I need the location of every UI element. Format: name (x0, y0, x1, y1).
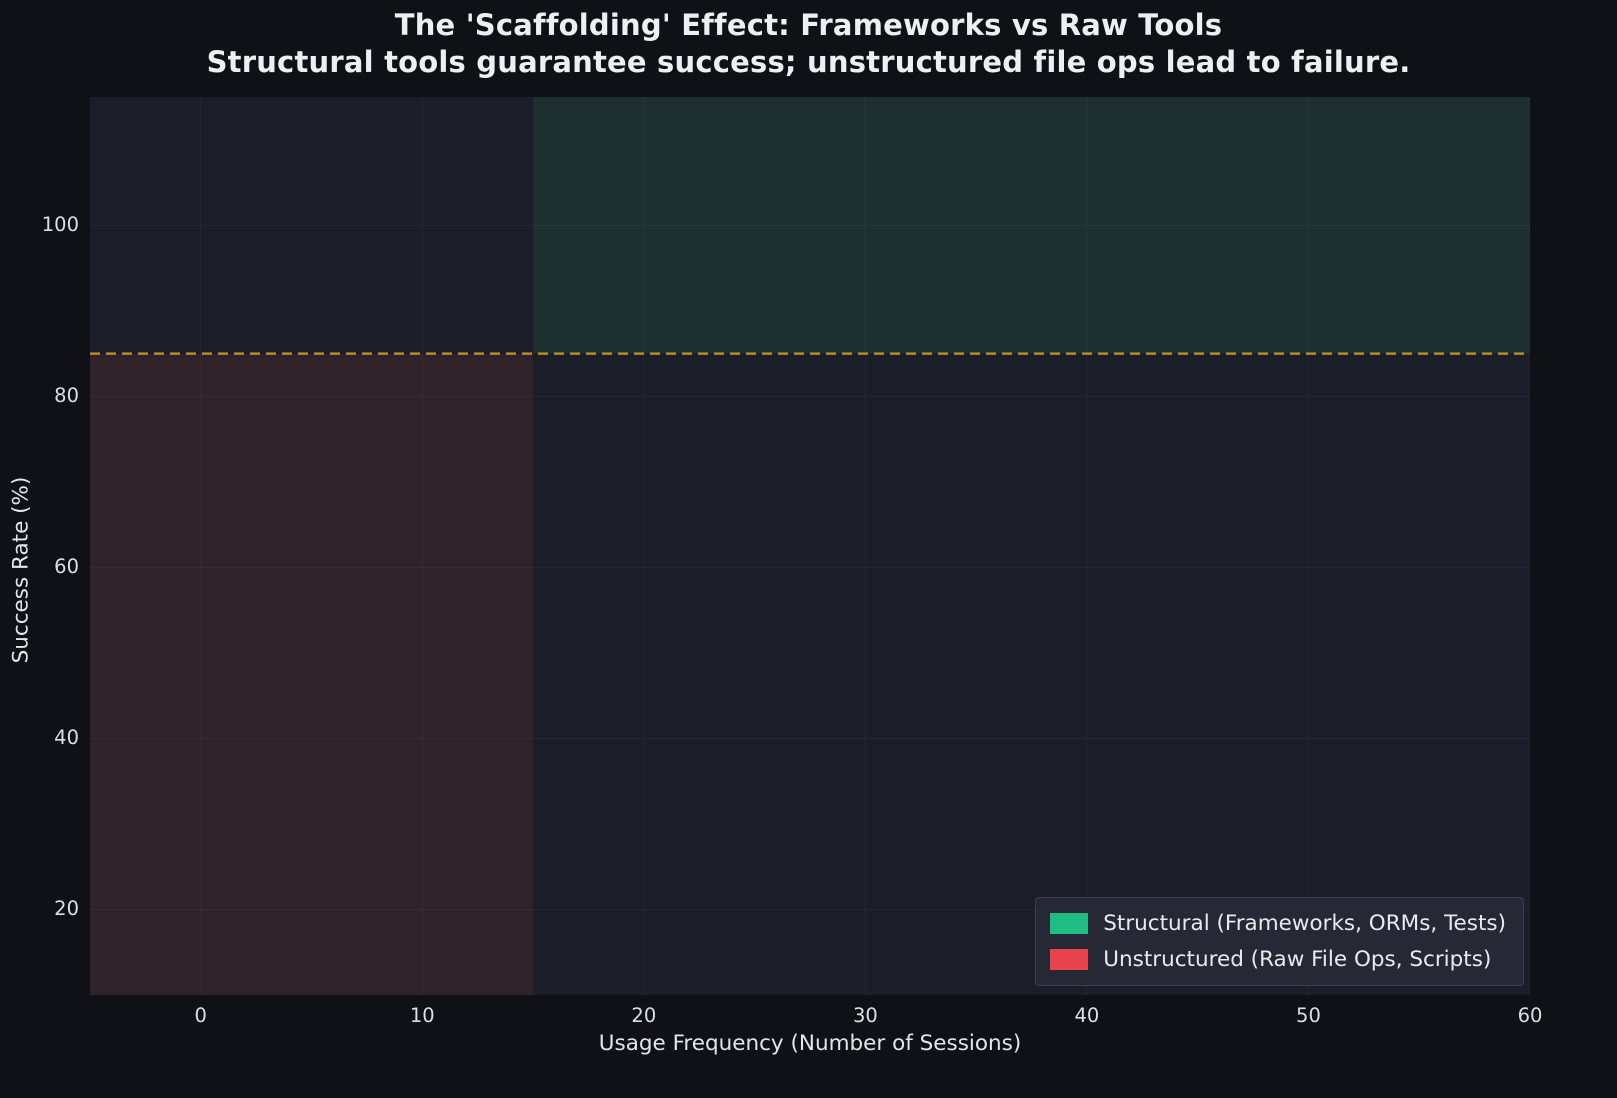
plot-area: Structural (Frameworks, ORMs, Tests) Unst… (90, 97, 1530, 995)
x-tick-label: 0 (194, 1004, 207, 1027)
y-tick-label: 20 (54, 897, 79, 921)
x-axis-label: Usage Frequency (Number of Sessions) (598, 1031, 1022, 1056)
chart-subtitle: Structural tools guarantee success; unst… (206, 45, 1411, 79)
legend-swatch (1050, 949, 1089, 970)
legend-label: Unstructured (Raw File Ops, Scripts) (1103, 947, 1492, 972)
structural-success-zone-region (533, 97, 1530, 354)
x-tick-label: 20 (631, 1004, 657, 1027)
legend-entry: Structural (Frameworks, ORMs, Tests) (1050, 911, 1506, 936)
y-tick-label: 60 (54, 555, 79, 579)
x-tick-label: 30 (852, 1004, 878, 1027)
x-tick-label: 10 (409, 1004, 435, 1027)
x-tick-label: 40 (1074, 1004, 1100, 1027)
x-tick-label: 50 (1296, 1004, 1321, 1027)
legend: Structural (Frameworks, ORMs, Tests) Unst… (1035, 897, 1524, 986)
unstructured-failure-zone-region (90, 353, 534, 995)
x-tick-label: 60 (1517, 1004, 1543, 1027)
chart-title: The 'Scaffolding' Effect: Frameworks vs … (394, 8, 1223, 42)
legend-label: Structural (Frameworks, ORMs, Tests) (1103, 911, 1506, 936)
chart-canvas (90, 97, 1530, 995)
chart-header: The 'Scaffolding' Effect: Frameworks vs … (0, 7, 1617, 81)
y-tick-label: 100 (41, 213, 79, 237)
legend-swatch (1050, 913, 1089, 934)
y-tick-label: 80 (54, 384, 79, 408)
legend-entry: Unstructured (Raw File Ops, Scripts) (1050, 947, 1506, 972)
y-tick-label: 40 (54, 726, 79, 750)
